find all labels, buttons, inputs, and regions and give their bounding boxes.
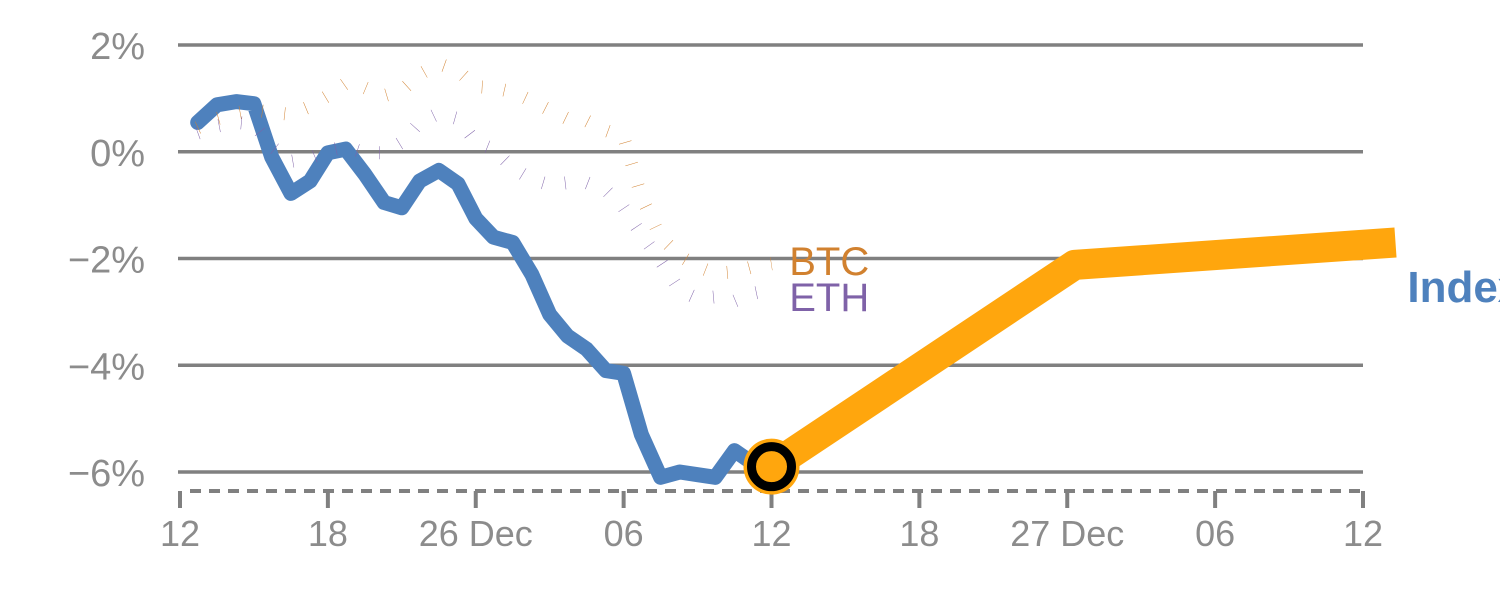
series-line-index <box>190 94 779 485</box>
y-axis-tick-labels: 2% 0% −2% −4% −6% <box>68 26 145 495</box>
series-line-forecast <box>763 227 1397 480</box>
x-tick-label: 06 <box>1195 513 1235 554</box>
series-line-eth <box>195 106 773 308</box>
x-tick-label: 27 Dec <box>1010 513 1124 554</box>
x-axis-tick-labels: 12 18 26 Dec 06 12 18 27 Dec 06 12 <box>160 513 1383 554</box>
index-label: Index <box>1407 263 1500 312</box>
x-tick-label: 18 <box>308 513 348 554</box>
x-tick-label: 12 <box>751 513 791 554</box>
y-tick-label: 0% <box>90 133 145 175</box>
x-tick-label: 18 <box>899 513 939 554</box>
eth-label: ETH <box>789 276 869 320</box>
x-tick-label: 12 <box>160 513 200 554</box>
btc-label: BTC <box>789 240 869 284</box>
y-tick-label: −6% <box>68 453 145 495</box>
y-tick-label: −4% <box>68 346 145 388</box>
series-layer <box>190 56 1397 485</box>
y-tick-label: 2% <box>90 26 145 68</box>
forecast-start-marker[interactable] <box>747 442 796 492</box>
x-tick-label: 12 <box>1343 513 1383 554</box>
x-tick-label: 26 Dec <box>419 513 533 554</box>
marker-layer <box>743 438 800 495</box>
x-tick-label: 06 <box>604 513 644 554</box>
y-tick-label: −2% <box>68 240 145 282</box>
